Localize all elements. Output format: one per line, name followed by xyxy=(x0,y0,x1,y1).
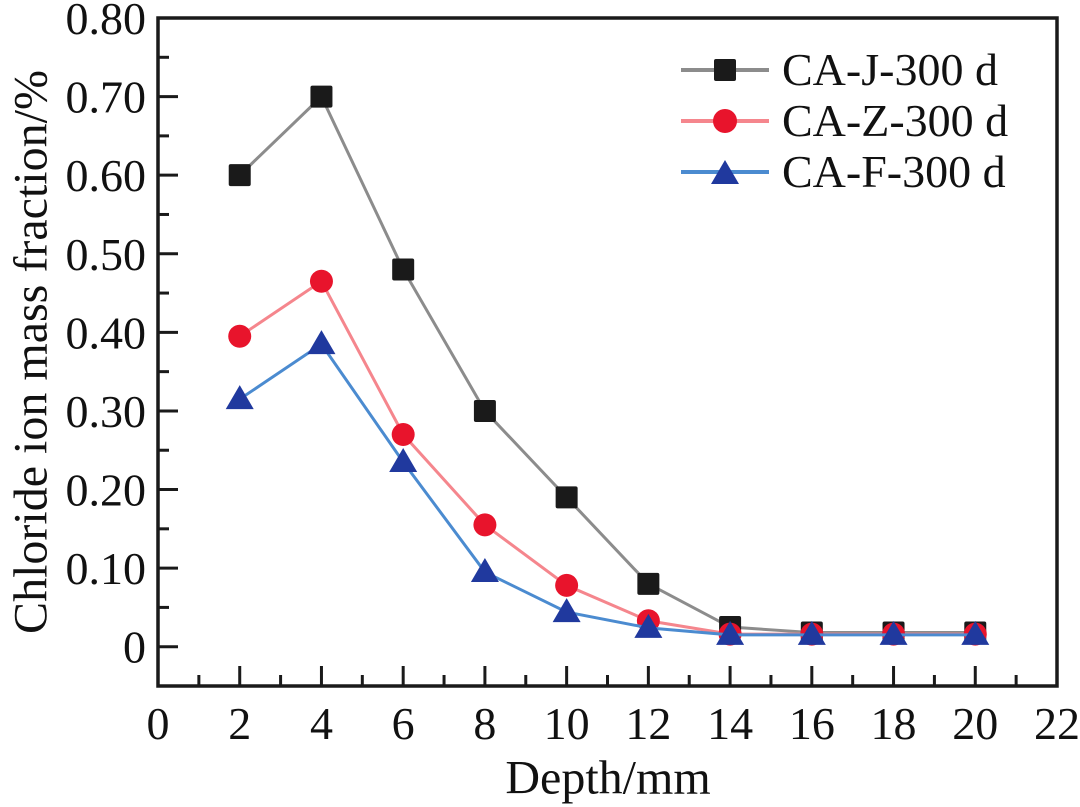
x-tick-label: 14 xyxy=(707,698,753,749)
data-point-marker-triangle xyxy=(470,558,499,583)
data-point-marker-triangle xyxy=(552,598,581,623)
legend-item: CA-F-300 d xyxy=(681,146,1008,197)
y-tick-label: 0.10 xyxy=(66,543,147,594)
series-line-triangle xyxy=(238,342,976,637)
legend-item: CA-Z-300 d xyxy=(681,95,1008,146)
x-tick-label: 22 xyxy=(1034,698,1080,749)
data-point-marker-square xyxy=(555,486,578,509)
y-axis-title: Chloride ion mass fraction/% xyxy=(4,70,58,634)
x-tick-label: 6 xyxy=(392,698,415,749)
y-tick-label: 0.80 xyxy=(66,0,147,44)
data-point-marker-square xyxy=(473,399,496,422)
data-point-marker-triangle xyxy=(879,620,908,645)
data-point-marker-triangle xyxy=(225,385,254,410)
x-tick-label: 2 xyxy=(228,698,251,749)
y-tick-label: 0.60 xyxy=(66,150,147,201)
legend-marker-square-icon xyxy=(714,58,736,81)
x-tick-label: 10 xyxy=(544,698,590,749)
legend-line-sample xyxy=(681,159,769,184)
legend-line-sample xyxy=(681,108,769,133)
data-point-marker-triangle xyxy=(634,613,663,638)
legend-marker-circle-icon xyxy=(713,108,737,133)
data-point-marker-triangle xyxy=(389,448,418,473)
data-point-marker-triangle xyxy=(961,620,990,645)
data-point-marker-circle xyxy=(309,269,333,293)
series-line-square xyxy=(238,94,976,635)
y-tick-label: 0 xyxy=(123,622,146,673)
x-tick-label: 0 xyxy=(147,698,170,749)
data-point-marker-triangle xyxy=(307,330,336,355)
y-tick-label: 0.50 xyxy=(66,229,147,280)
legend-item: CA-J-300 d xyxy=(681,44,1008,95)
data-point-marker-square xyxy=(637,572,660,595)
legend-marker-triangle-icon xyxy=(711,159,739,184)
x-axis-title: Depth/mm xyxy=(505,751,711,805)
legend-label: CA-J-300 d xyxy=(782,44,998,95)
data-point-marker-square xyxy=(310,85,333,108)
y-tick-label: 0.70 xyxy=(66,72,147,123)
x-tick-label: 16 xyxy=(789,698,835,749)
y-tick-label: 0.30 xyxy=(66,386,147,437)
x-tick-label: 18 xyxy=(871,698,917,749)
legend-line-sample xyxy=(681,58,769,81)
data-point-marker-square xyxy=(392,258,415,281)
x-tick-label: 4 xyxy=(310,698,333,749)
data-point-marker-circle xyxy=(473,513,497,537)
data-point-marker-triangle xyxy=(797,620,826,645)
data-point-marker-circle xyxy=(555,573,579,597)
data-point-marker-circle xyxy=(391,423,415,447)
y-tick-label: 0.20 xyxy=(66,465,147,516)
data-point-marker-triangle xyxy=(716,620,745,645)
data-point-marker-circle xyxy=(228,324,252,348)
x-tick-label: 12 xyxy=(625,698,671,749)
x-tick-label: 20 xyxy=(952,698,998,749)
y-tick-label: 0.40 xyxy=(66,307,147,358)
data-point-marker-square xyxy=(228,164,251,187)
legend-label: CA-F-300 d xyxy=(782,146,1006,197)
series-line-circle xyxy=(238,279,976,636)
x-tick-label: 8 xyxy=(473,698,496,749)
legend: CA-J-300 d CA-Z-300 d CA-F-300 d xyxy=(681,44,1008,197)
legend-label: CA-Z-300 d xyxy=(782,95,1009,146)
